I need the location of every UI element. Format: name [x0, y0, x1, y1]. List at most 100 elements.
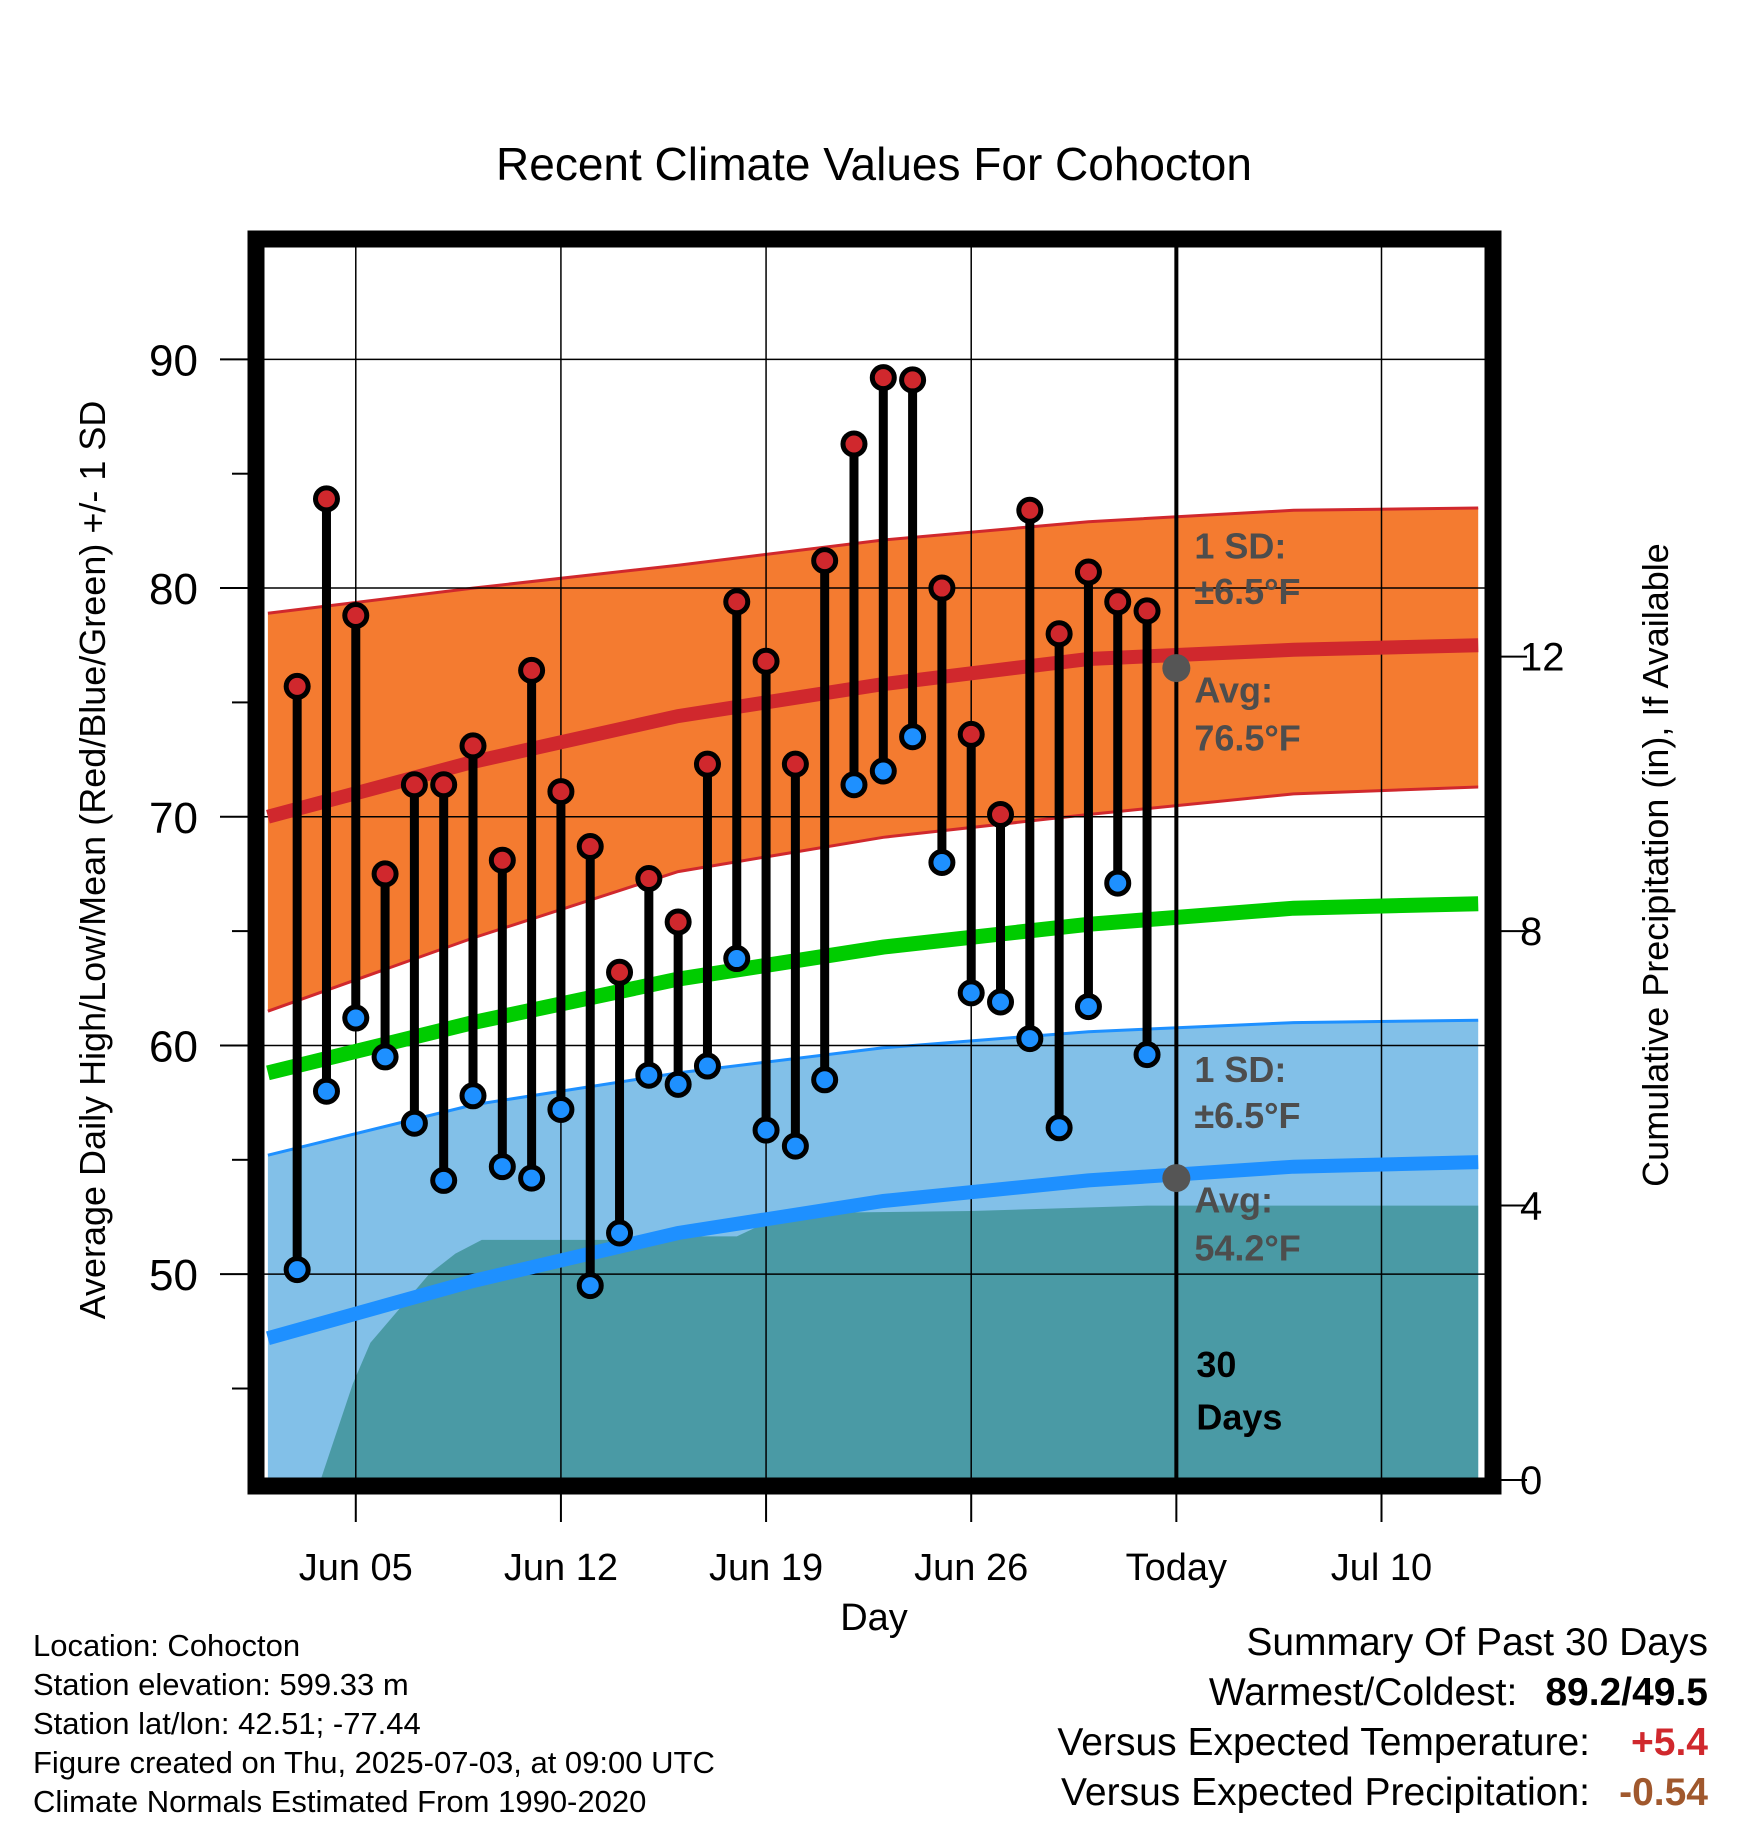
high-point: [576, 832, 604, 860]
plot-frame: [247, 230, 1502, 1495]
high-point: [664, 908, 692, 936]
y2-tick-label: 4: [1520, 1185, 1542, 1229]
y2-tick-label: 0: [1520, 1459, 1542, 1503]
high-point: [488, 846, 516, 874]
precip-value: -0.54: [1619, 1771, 1708, 1814]
days-word-label: Days: [1196, 1397, 1282, 1438]
high-point: [312, 485, 340, 513]
high-point: [811, 547, 839, 575]
y-tick-label: 60: [149, 1022, 198, 1071]
high-point: [518, 656, 546, 684]
y-tick-label: 90: [149, 336, 198, 385]
summary-temp-row: Versus Expected Temperature: +5.4: [1057, 1718, 1708, 1768]
high-point: [1074, 558, 1102, 586]
low-point: [635, 1061, 663, 1089]
y-tick-label: 70: [149, 794, 198, 843]
summary-panel: Summary Of Past 30 Days Warmest/Coldest:…: [1057, 1618, 1708, 1818]
x-tick-label: Jul 10: [1331, 1547, 1432, 1589]
temp-label: Versus Expected Temperature:: [1057, 1721, 1590, 1764]
low-point: [283, 1256, 311, 1284]
high-sd-value: ±6.5°F: [1194, 571, 1300, 612]
low-point: [459, 1082, 487, 1110]
high-point: [899, 366, 927, 394]
station-info: Location: Cohocton Station elevation: 59…: [33, 1626, 715, 1821]
x-axis-label: Day: [840, 1597, 908, 1639]
low-point: [840, 771, 868, 799]
low-point: [1045, 1114, 1073, 1142]
high-point: [987, 800, 1015, 828]
chart-title: Recent Climate Values For Cohocton: [496, 138, 1252, 190]
y-axis-label: Average Daily High/Low/Mean (Red/Blue/Gr…: [72, 401, 113, 1320]
low-point: [576, 1272, 604, 1300]
y2-tick-label: 8: [1520, 910, 1542, 954]
elevation-text: Station elevation: 599.33 m: [33, 1667, 409, 1702]
high-point: [1104, 588, 1132, 616]
location-text: Location: Cohocton: [33, 1628, 301, 1663]
high-point: [869, 364, 897, 392]
low-sd-label: 1 SD:: [1194, 1049, 1286, 1090]
x-tick-label: Jun 19: [709, 1547, 823, 1589]
today-high-avg-marker: [1162, 654, 1191, 683]
x-tick-label: Today: [1126, 1547, 1227, 1589]
x-tick-label: Jun 05: [299, 1547, 413, 1589]
low-point: [928, 849, 956, 876]
high-point: [752, 647, 780, 675]
low-point: [430, 1166, 458, 1194]
y2-axis-label: Cumulative Precipitation (in), If Availa…: [1635, 543, 1676, 1187]
low-point: [869, 757, 897, 785]
high-point: [430, 771, 458, 799]
warmest-label: Warmest/Coldest:: [1208, 1671, 1518, 1714]
low-point: [312, 1077, 340, 1105]
low-sd-value: ±6.5°F: [1194, 1095, 1300, 1136]
summary-title: Summary Of Past 30 Days: [1246, 1621, 1708, 1664]
summary-warmest-row: Warmest/Coldest: 89.2/49.5: [1057, 1668, 1708, 1718]
latlon-text: Station lat/lon: 42.51; -77.44: [33, 1706, 421, 1741]
high-point: [723, 588, 751, 616]
high-point: [635, 865, 663, 893]
low-avg-label: Avg:: [1194, 1179, 1273, 1220]
y2-tick-label: 12: [1520, 636, 1565, 680]
low-avg-value: 54.2°F: [1194, 1227, 1300, 1268]
y-tick-label: 50: [149, 1251, 198, 1300]
summary-precip-row: Versus Expected Precipitation: -0.54: [1057, 1768, 1708, 1818]
low-point: [957, 979, 985, 1007]
precip-label: Versus Expected Precipitation:: [1061, 1771, 1590, 1814]
low-point: [723, 945, 751, 973]
low-point: [1133, 1041, 1161, 1069]
x-tick-label: Jun 26: [914, 1547, 1028, 1589]
low-point: [606, 1219, 634, 1247]
high-point: [693, 750, 721, 778]
high-point: [1133, 597, 1161, 625]
days-count-label: 30: [1196, 1344, 1236, 1385]
high-point: [342, 602, 370, 629]
high-point: [606, 958, 634, 986]
high-point: [1045, 620, 1073, 648]
normals-text: Climate Normals Estimated From 1990-2020: [33, 1784, 647, 1819]
low-point: [752, 1116, 780, 1144]
high-point: [957, 720, 985, 748]
high-point: [1016, 496, 1044, 524]
low-point: [899, 723, 927, 751]
low-point: [693, 1052, 721, 1080]
low-point: [987, 988, 1015, 1016]
today-low-avg-marker: [1162, 1164, 1191, 1193]
high-point: [547, 778, 575, 806]
low-point: [1074, 993, 1102, 1021]
high-point: [781, 750, 809, 778]
low-point: [811, 1066, 839, 1094]
high-point: [840, 430, 868, 458]
low-point: [518, 1164, 546, 1192]
precip-area: [320, 1205, 1479, 1480]
low-point: [400, 1109, 428, 1137]
y-tick-label: 80: [149, 565, 198, 614]
low-point: [547, 1096, 575, 1123]
plot-area: [262, 245, 1487, 1480]
temp-value: +5.4: [1631, 1721, 1708, 1764]
high-point: [459, 732, 487, 760]
high-sd-label: 1 SD:: [1194, 525, 1286, 566]
low-point: [781, 1132, 809, 1160]
normal-low-line: [266, 1155, 1479, 1345]
x-tick-label: Jun 12: [504, 1547, 618, 1589]
high-point: [283, 672, 311, 700]
